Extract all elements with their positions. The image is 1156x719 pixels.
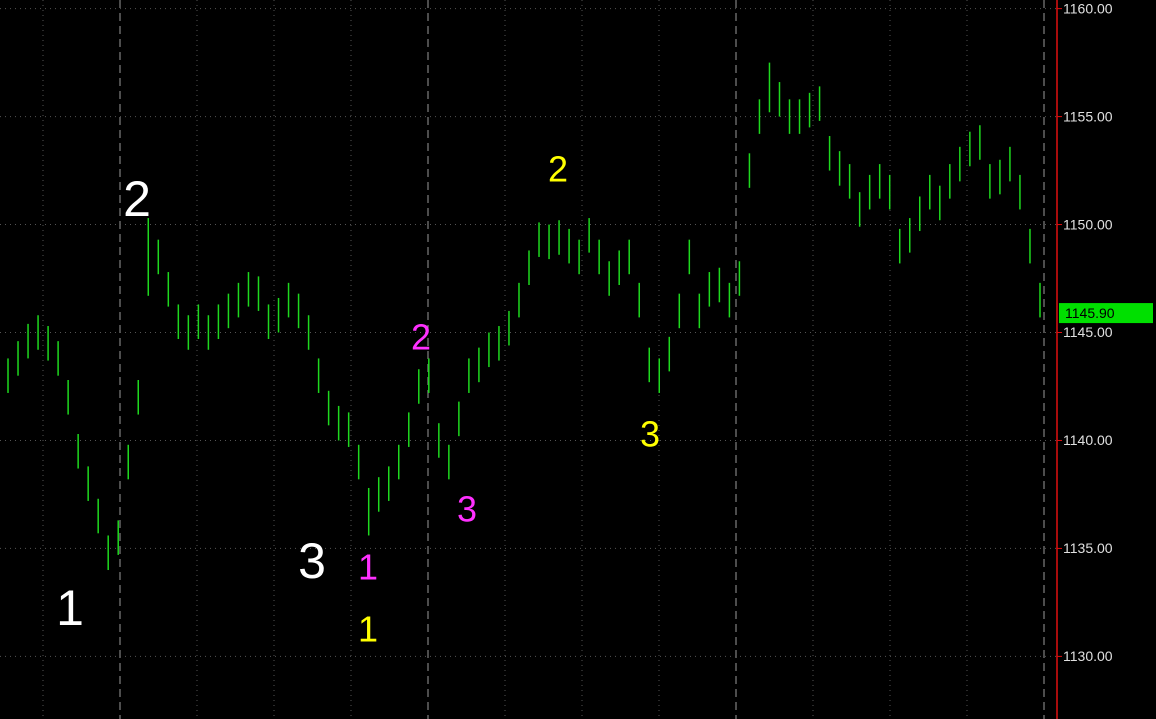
- y-tick-label: 1150.00: [1063, 216, 1113, 232]
- wave-label: 3: [457, 489, 477, 530]
- y-tick-label: 1145.00: [1063, 324, 1113, 340]
- y-tick-label: 1130.00: [1063, 648, 1113, 664]
- wave-label: 1: [358, 609, 378, 650]
- wave-label: 3: [640, 414, 660, 455]
- wave-label: 2: [548, 149, 568, 190]
- y-tick-label: 1140.00: [1063, 432, 1113, 448]
- wave-label: 2: [411, 317, 431, 358]
- y-tick-label: 1160.00: [1063, 0, 1113, 16]
- last-price-label: 1145.90: [1065, 305, 1115, 321]
- wave-label: 1: [56, 580, 84, 636]
- session-separators: [119, 0, 1045, 719]
- last-price-box: [1059, 303, 1153, 324]
- wave-label: 3: [298, 533, 326, 589]
- wave-label: 2: [123, 171, 151, 227]
- y-tick-label: 1135.00: [1063, 540, 1113, 556]
- y-tick-label: 1155.00: [1063, 108, 1113, 124]
- wave-label: 1: [358, 547, 378, 588]
